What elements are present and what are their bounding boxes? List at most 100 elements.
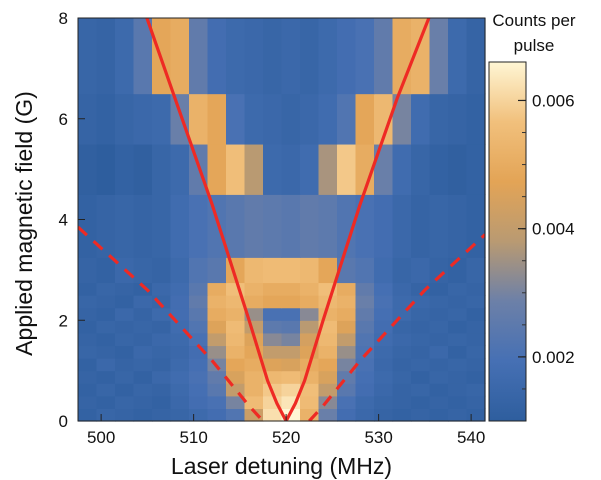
heatmap-cell: [189, 358, 209, 372]
heatmap-cell: [115, 408, 135, 422]
heatmap-cell: [281, 358, 301, 372]
heatmap-cell: [207, 282, 227, 296]
heatmap-cell: [300, 282, 320, 296]
heatmap-cell: [448, 408, 468, 422]
heatmap-cell: [115, 358, 135, 372]
heatmap-cells: [78, 18, 486, 422]
heatmap-cell: [152, 408, 172, 422]
x-tick-label: 540: [457, 428, 485, 447]
colorbar-tick-label: 0.004: [532, 220, 575, 239]
heatmap-cell: [207, 295, 227, 309]
heatmap-cell: [337, 332, 357, 347]
heatmap-cell: [170, 257, 190, 284]
heatmap-cell: [448, 194, 468, 258]
heatmap-cell: [96, 307, 116, 321]
heatmap-cell: [429, 295, 449, 309]
heatmap-cell: [392, 358, 412, 372]
heatmap-cell: [115, 395, 135, 410]
heatmap-cell: [355, 370, 375, 384]
heatmap-cell: [337, 345, 357, 359]
heatmap-cell: [96, 332, 116, 347]
heatmap-cell: [411, 358, 431, 372]
heatmap-cell: [392, 370, 412, 384]
heatmap-cell: [170, 345, 190, 359]
heatmap-cell: [392, 282, 412, 296]
heatmap-cell: [244, 282, 264, 296]
heatmap-cell: [207, 332, 227, 347]
heatmap-cell: [152, 358, 172, 372]
heatmap-cell: [78, 18, 98, 95]
heatmap-cell: [115, 370, 135, 384]
heatmap-cell: [281, 370, 301, 384]
heatmap-cell: [78, 307, 98, 321]
heatmap-cell: [337, 320, 357, 334]
colorbar: Counts per pulse 0.002 0.004 0.006: [488, 11, 576, 422]
heatmap-cell: [115, 383, 135, 397]
heatmap-cell: [96, 143, 116, 195]
heatmap-cell: [466, 358, 486, 372]
heatmap-cell: [226, 143, 246, 195]
heatmap-cell: [300, 332, 320, 347]
heatmap-cell: [78, 282, 98, 296]
heatmap-cell: [429, 282, 449, 296]
heatmap-cell: [392, 194, 412, 258]
heatmap-cell: [115, 282, 135, 296]
heatmap-cell: [318, 194, 338, 258]
heatmap-cell: [429, 93, 449, 145]
heatmap-cell: [263, 307, 283, 321]
heatmap-cell: [392, 395, 412, 410]
heatmap-cell: [374, 358, 394, 372]
heatmap-cell: [226, 194, 246, 258]
heatmap-cell: [318, 370, 338, 384]
heatmap-cell: [429, 395, 449, 410]
heatmap-cell: [207, 395, 227, 410]
heatmap-cell: [133, 257, 153, 284]
heatmap-cell: [300, 194, 320, 258]
heatmap-cell: [189, 320, 209, 334]
heatmap-cell: [466, 257, 486, 284]
heatmap-cell: [263, 408, 283, 422]
heatmap-cell: [133, 320, 153, 334]
heatmap-cell: [429, 18, 449, 95]
heatmap-cell: [448, 18, 468, 95]
heatmap-cell: [226, 307, 246, 321]
heatmap-cell: [411, 395, 431, 410]
heatmap-cell: [429, 358, 449, 372]
heatmap-cell: [337, 358, 357, 372]
heatmap-cell: [300, 18, 320, 95]
heatmap-cell: [133, 358, 153, 372]
heatmap-cell: [374, 194, 394, 258]
heatmap-cell: [133, 143, 153, 195]
heatmap-cell: [355, 295, 375, 309]
heatmap-cell: [448, 93, 468, 145]
y-axis-label: Applied magnetic field (G): [11, 91, 37, 356]
heatmap-cell: [374, 320, 394, 334]
heatmap-cell: [355, 332, 375, 347]
heatmap-cell: [133, 408, 153, 422]
heatmap-cell: [115, 18, 135, 95]
heatmap-cell: [318, 257, 338, 284]
heatmap-cell: [189, 18, 209, 95]
heatmap-cell: [96, 282, 116, 296]
heatmap-cell: [392, 257, 412, 284]
heatmap-cell: [281, 383, 301, 397]
heatmap-cell: [448, 307, 468, 321]
heatmap-cell: [300, 93, 320, 145]
heatmap-cell: [392, 332, 412, 347]
heatmap-cell: [392, 295, 412, 309]
heatmap-cell: [96, 358, 116, 372]
heatmap-cell: [78, 320, 98, 334]
dashed-curve: [78, 225, 265, 421]
heatmap-cell: [355, 307, 375, 321]
heatmap-cell: [152, 307, 172, 321]
heatmap-cell: [448, 345, 468, 359]
heatmap-cell: [300, 143, 320, 195]
heatmap-cell: [355, 358, 375, 372]
heatmap-cell: [189, 282, 209, 296]
heatmap-cell: [355, 18, 375, 95]
heatmap-cell: [96, 395, 116, 410]
heatmap-cell: [115, 93, 135, 145]
heatmap-cell: [448, 320, 468, 334]
heatmap-cell: [448, 143, 468, 195]
heatmap-cell: [466, 320, 486, 334]
